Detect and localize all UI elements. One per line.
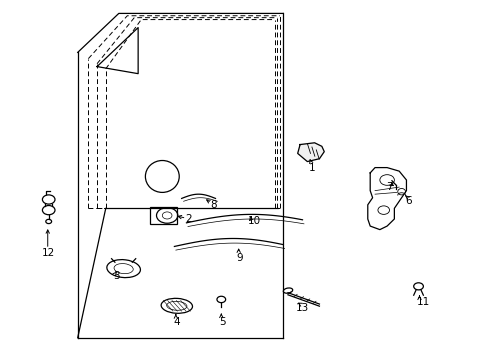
- Text: 7: 7: [386, 182, 392, 192]
- Text: 11: 11: [416, 297, 429, 307]
- Text: 5: 5: [219, 317, 225, 327]
- Text: 8: 8: [209, 200, 216, 210]
- Text: 4: 4: [173, 317, 180, 327]
- Text: 1: 1: [308, 163, 315, 172]
- Text: 12: 12: [42, 248, 55, 258]
- Text: 10: 10: [247, 216, 260, 226]
- Text: 6: 6: [405, 196, 411, 206]
- Text: 2: 2: [185, 214, 192, 224]
- Text: 13: 13: [295, 303, 308, 312]
- Polygon shape: [297, 143, 324, 162]
- Text: 3: 3: [113, 271, 120, 281]
- Text: 9: 9: [236, 253, 243, 263]
